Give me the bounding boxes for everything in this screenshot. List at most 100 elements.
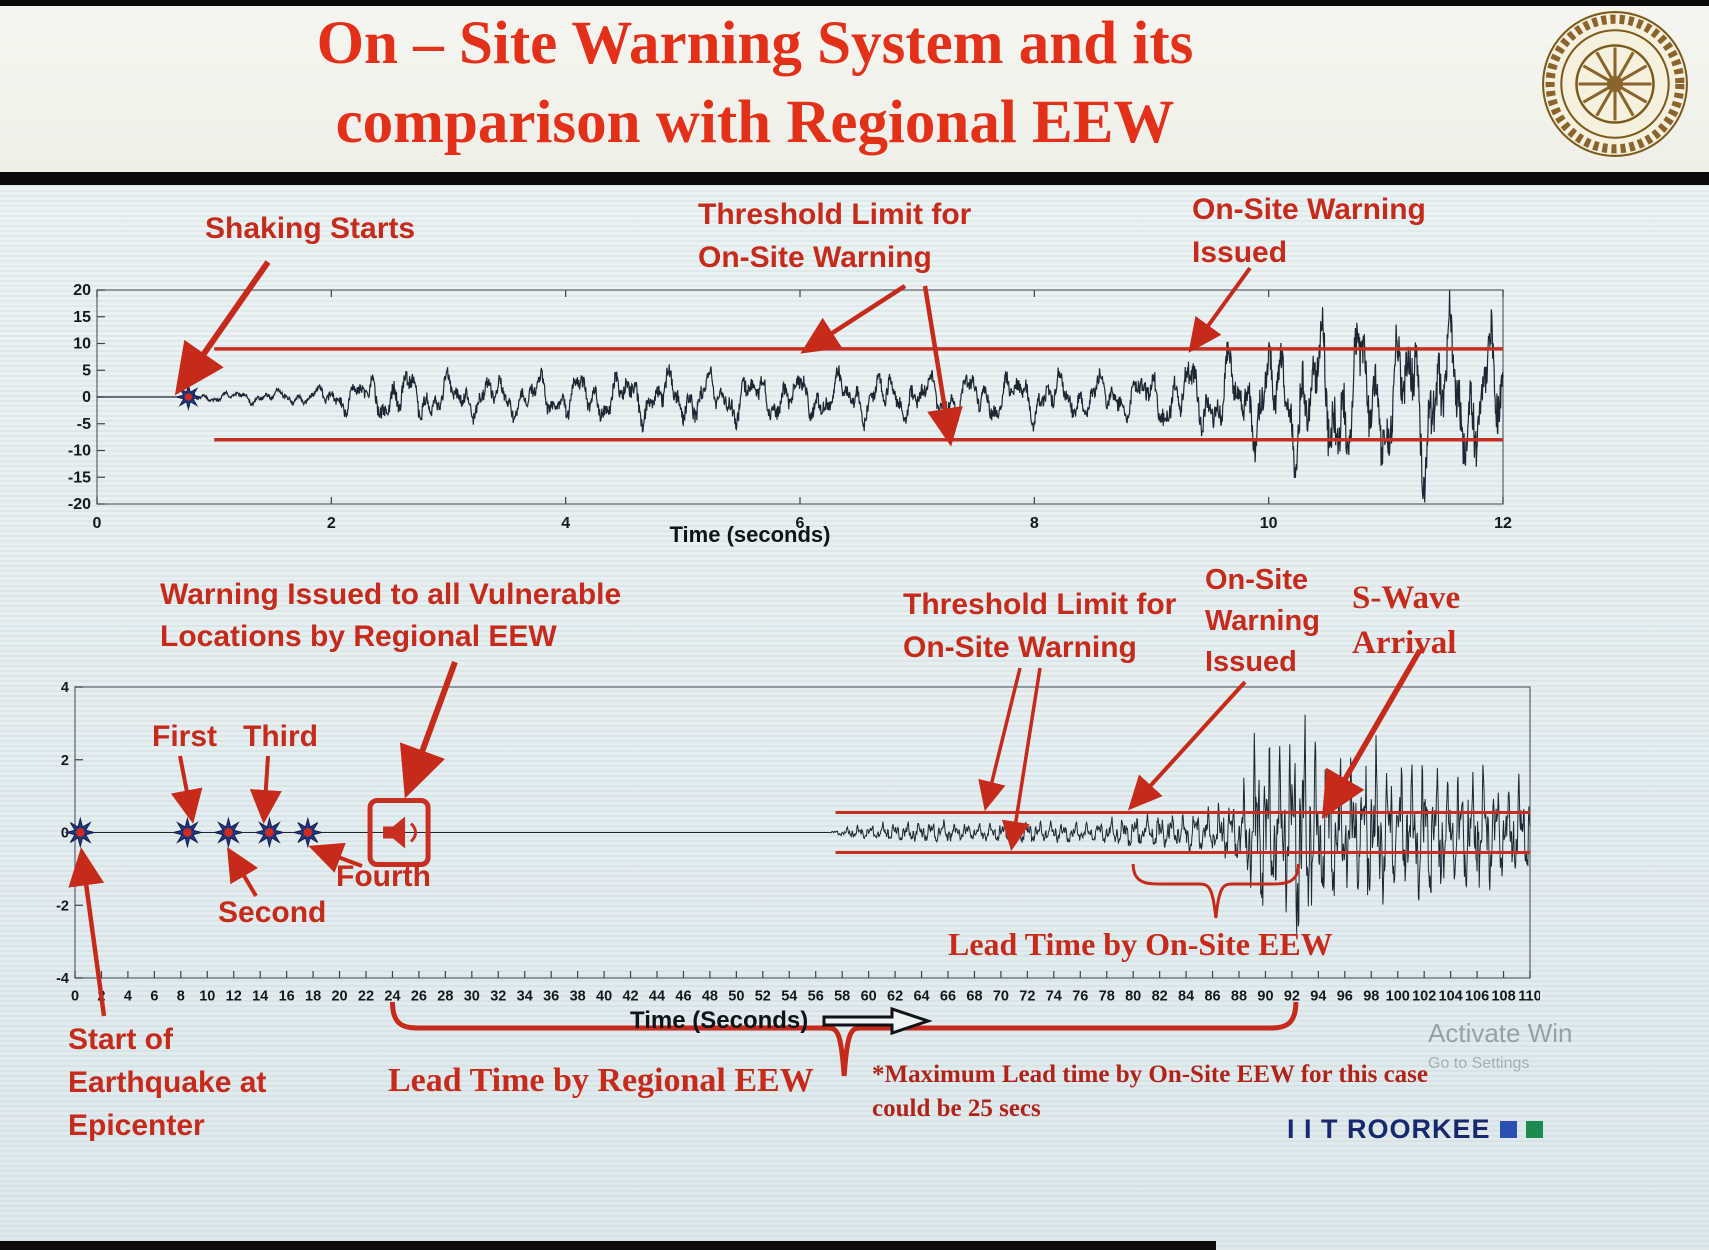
x-tick-label: 108 <box>1491 989 1515 1005</box>
x-tick-label: 80 <box>1125 989 1141 1005</box>
regional-comparison-seismogram-chart: 0 2 4 6 8 10 12 14 16 18 20 22 24 26 28 30 32 34 36 38 40 42 4… <box>45 675 1542 1025</box>
x-tick-label: 40 <box>596 989 612 1005</box>
x-tick-label: 6 <box>796 515 805 532</box>
y-tick-label: -15 <box>68 469 91 486</box>
slide-title: On – Site Warning System and its compari… <box>45 4 1465 162</box>
x-tick-label: 8 <box>177 989 185 1005</box>
x-tick-label: 52 <box>755 989 771 1005</box>
header-divider <box>0 172 1709 185</box>
shaking-starts-label: Shaking Starts <box>205 212 416 245</box>
max-lead-time-note-line2: could be 25 secs <box>872 1095 1041 1122</box>
x-tick-label: 44 <box>649 989 665 1005</box>
regional-warning-symbol <box>367 798 431 867</box>
y-tick-label: -20 <box>68 496 91 513</box>
slide-header: On – Site Warning System and its compari… <box>0 0 1709 172</box>
y-tick-label: 20 <box>73 282 91 299</box>
title-line-1: On – Site Warning System and its <box>316 10 1194 77</box>
onsite-warning-issued-bottom-line1: On-Site <box>1205 564 1309 596</box>
x-tick-label: 64 <box>913 989 929 1005</box>
x-tick-label: 26 <box>411 989 427 1005</box>
start-of-earthquake-line3: Epicenter <box>68 1109 205 1142</box>
x-tick-label: 20 <box>331 989 347 1005</box>
x-tick-label: 78 <box>1099 989 1115 1005</box>
warning-sound-wave <box>409 822 418 843</box>
regional-eew-warning-label: Warning Issued to all Vulnerable Locatio… <box>160 574 621 658</box>
x-tick-label: 32 <box>490 989 506 1005</box>
star-center-dot <box>265 828 274 837</box>
y-tick-label: -4 <box>56 971 69 987</box>
y-tick-label: -2 <box>56 898 69 914</box>
x-tick-label: 30 <box>464 989 480 1005</box>
bottom-edge <box>0 1241 1216 1250</box>
star-center-dot <box>183 828 192 837</box>
s-wave-arrival-line1: S-Wave <box>1352 580 1461 616</box>
start-of-earthquake-line1: Start of <box>68 1023 173 1056</box>
x-tick-label: 60 <box>861 989 877 1005</box>
chart-bottom-svg: 0 2 4 6 8 10 12 14 16 18 20 22 24 26 28 30 32 34 36 38 40 42 4… <box>56 680 1542 1005</box>
star-center-dot <box>184 393 192 401</box>
y-tick-label: -10 <box>68 443 91 460</box>
x-tick-label: 92 <box>1284 989 1300 1005</box>
regional-eew-warning-line2: Locations by Regional EEW <box>160 620 557 653</box>
x-tick-label: 46 <box>675 989 691 1005</box>
x-tick-label: 106 <box>1465 989 1489 1005</box>
threshold-limit-bottom-line1: Threshold Limit for <box>903 588 1177 621</box>
y-tick-label: -5 <box>77 416 91 433</box>
s-wave-arrival-line2: Arrival <box>1352 625 1457 661</box>
star-center-dot <box>76 828 85 837</box>
regional-eew-warning-line1: Warning Issued to all Vulnerable <box>160 578 622 611</box>
y-tick-label: 0 <box>61 826 69 842</box>
threshold-limit-bottom-line2: On-Site Warning <box>903 631 1137 664</box>
x-tick-label: 54 <box>781 989 797 1005</box>
x-tick-label: 42 <box>622 989 638 1005</box>
first-station-label: First <box>152 720 218 753</box>
lead-time-regional-label: Lead Time by Regional EEW <box>388 1062 814 1099</box>
x-tick-label: 62 <box>887 989 903 1005</box>
x-tick-label: 104 <box>1439 989 1463 1005</box>
s-wave-arrival-label: S-Wave Arrival <box>1352 576 1460 666</box>
iit-roorkee-logo <box>1542 11 1688 157</box>
x-tick-label: 76 <box>1072 989 1088 1005</box>
second-station-label: Second <box>218 896 327 929</box>
activate-windows-watermark: Activate Win Go to Settings <box>1428 1018 1573 1073</box>
threshold-limit-top-label: Threshold Limit for On-Site Warning <box>698 193 971 279</box>
threshold-limit-top-line2: On-Site Warning <box>698 241 932 274</box>
time-direction-arrow-icon <box>822 1006 933 1036</box>
x-tick-label: 10 <box>1260 515 1278 532</box>
x-tick-label: 22 <box>358 989 374 1005</box>
y-tick-label: 5 <box>82 362 91 379</box>
y-tick-label: 15 <box>73 309 91 326</box>
x-tick-label: 66 <box>940 989 956 1005</box>
warning-speaker-icon <box>383 816 406 849</box>
x-tick-label: 2 <box>97 989 105 1005</box>
watermark-line1: Activate Win <box>1428 1018 1573 1048</box>
onsite-warning-seismogram-chart: 0 2 4 6 8 10 12 -20 -15 -10 -5 0 5 10 15 20 <box>55 280 1515 553</box>
x-tick-label: 56 <box>808 989 824 1005</box>
x-tick-label: 28 <box>437 989 453 1005</box>
x-tick-label: 38 <box>570 989 586 1005</box>
x-tick-label: 98 <box>1363 989 1379 1005</box>
brand-square-green-icon <box>1525 1121 1543 1138</box>
top-chart-x-axis-label: Time (seconds) <box>669 522 831 547</box>
x-tick-label: 34 <box>517 989 533 1005</box>
onsite-warning-issued-bottom-line2: Warning <box>1205 605 1320 637</box>
threshold-limit-top-line1: Threshold Limit for <box>698 198 972 231</box>
x-tick-label: 90 <box>1257 989 1273 1005</box>
x-tick-label: 102 <box>1412 989 1436 1005</box>
y-tick-label: 2 <box>61 753 69 769</box>
x-tick-label: 84 <box>1178 989 1194 1005</box>
y-tick-label: 4 <box>61 680 69 696</box>
x-tick-label: 82 <box>1152 989 1168 1005</box>
x-tick-label: 4 <box>561 515 570 532</box>
chart-top-svg: 0 2 4 6 8 10 12 -20 -15 -10 -5 0 5 10 15 20 <box>68 282 1512 532</box>
x-tick-label: 8 <box>1030 515 1039 532</box>
x-tick-label: 68 <box>966 989 982 1005</box>
x-tick-label: 16 <box>279 989 295 1005</box>
x-tick-label: 36 <box>543 989 559 1005</box>
x-tick-label: 94 <box>1310 989 1326 1005</box>
x-tick-label: 24 <box>384 989 400 1005</box>
start-of-earthquake-label: Start of Earthquake at Epicenter <box>68 1018 266 1147</box>
seismogram-trace <box>97 289 1504 503</box>
x-tick-label: 88 <box>1231 989 1247 1005</box>
